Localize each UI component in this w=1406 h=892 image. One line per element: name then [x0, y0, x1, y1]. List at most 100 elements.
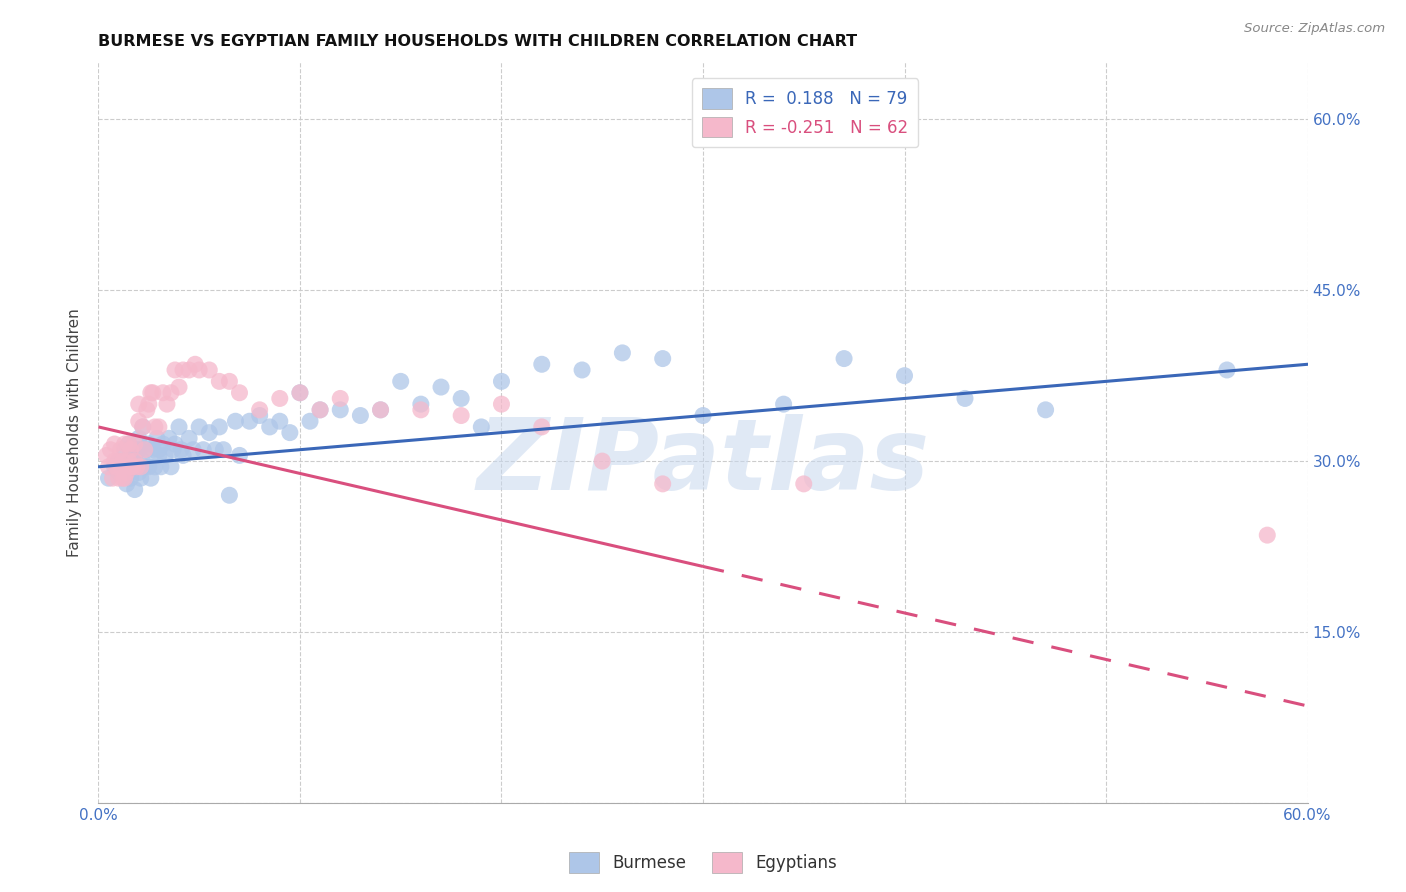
Point: [114, 471, 136, 485]
Point: [120, 471, 142, 485]
Point: [103, 437, 125, 451]
Point: [129, 471, 152, 485]
Point: [530, 357, 553, 371]
Point: [97, 459, 120, 474]
Point: [793, 476, 815, 491]
Point: [188, 420, 211, 434]
Point: [152, 437, 174, 451]
Point: [128, 431, 150, 445]
Point: [96, 449, 118, 463]
Point: [184, 357, 207, 371]
Point: [139, 385, 162, 400]
Point: [142, 385, 165, 400]
Point: [1035, 402, 1057, 417]
Point: [249, 409, 271, 423]
Point: [1256, 528, 1278, 542]
Point: [212, 442, 235, 457]
Point: [188, 363, 211, 377]
Point: [125, 459, 148, 474]
Point: [125, 442, 148, 457]
Point: [124, 449, 146, 463]
Point: [128, 466, 150, 480]
Point: [491, 397, 513, 411]
Point: [370, 402, 392, 417]
Point: [772, 397, 794, 411]
Point: [239, 414, 262, 428]
Point: [172, 449, 194, 463]
Point: [118, 437, 141, 451]
Point: [208, 375, 231, 389]
Point: [105, 459, 128, 474]
Point: [450, 409, 472, 423]
Point: [139, 471, 162, 485]
Point: [181, 442, 204, 457]
Point: [120, 459, 142, 474]
Point: [103, 454, 125, 468]
Point: [107, 454, 129, 468]
Point: [100, 442, 122, 457]
Point: [450, 392, 472, 406]
Point: [409, 402, 432, 417]
Point: [228, 385, 250, 400]
Point: [134, 442, 156, 457]
Point: [329, 402, 352, 417]
Point: [430, 380, 453, 394]
Text: Source: ZipAtlas.com: Source: ZipAtlas.com: [1244, 22, 1385, 36]
Point: [157, 431, 180, 445]
Point: [124, 483, 146, 497]
Point: [146, 431, 169, 445]
Point: [152, 385, 174, 400]
Point: [163, 363, 186, 377]
Point: [278, 425, 301, 440]
Point: [134, 459, 156, 474]
Point: [128, 397, 150, 411]
Point: [172, 363, 194, 377]
Point: [329, 392, 352, 406]
Point: [138, 437, 160, 451]
Point: [121, 459, 143, 474]
Point: [115, 466, 138, 480]
Point: [249, 402, 271, 417]
Point: [129, 459, 152, 474]
Point: [893, 368, 915, 383]
Point: [114, 442, 136, 457]
Point: [120, 442, 142, 457]
Point: [491, 375, 513, 389]
Point: [591, 454, 613, 468]
Point: [692, 409, 714, 423]
Point: [530, 420, 553, 434]
Point: [651, 351, 673, 366]
Point: [571, 363, 593, 377]
Point: [470, 420, 492, 434]
Point: [218, 375, 240, 389]
Point: [128, 414, 150, 428]
Point: [111, 459, 134, 474]
Point: [832, 351, 855, 366]
Point: [204, 442, 226, 457]
Point: [651, 476, 673, 491]
Point: [208, 420, 231, 434]
Point: [309, 402, 332, 417]
Point: [160, 385, 183, 400]
Point: [167, 380, 190, 394]
Point: [163, 437, 186, 451]
Point: [198, 425, 221, 440]
Point: [148, 442, 170, 457]
Point: [97, 471, 120, 485]
Point: [224, 414, 246, 428]
Point: [288, 385, 311, 400]
Point: [269, 392, 291, 406]
Point: [135, 402, 157, 417]
Point: [156, 397, 179, 411]
Point: [160, 459, 183, 474]
Point: [953, 392, 976, 406]
Point: [1216, 363, 1239, 377]
Point: [115, 476, 138, 491]
Point: [114, 437, 136, 451]
Point: [148, 449, 170, 463]
Point: [103, 459, 125, 474]
Point: [138, 397, 160, 411]
Point: [110, 459, 132, 474]
Y-axis label: Family Households with Children: Family Households with Children: [67, 309, 83, 557]
Point: [132, 420, 155, 434]
